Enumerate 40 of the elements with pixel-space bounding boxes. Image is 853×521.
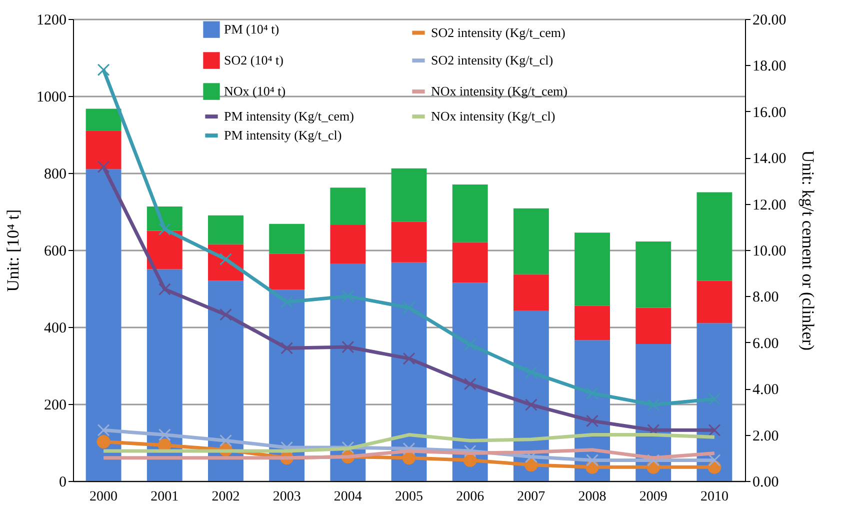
y2-tick-label: 18.00 xyxy=(752,58,786,75)
y2-tick-label: 0.00 xyxy=(752,474,779,490)
legend-label: PM intensity (Kg/t_cem) xyxy=(224,108,354,124)
x-tick-label: 2006 xyxy=(456,490,484,504)
y2-tick-label: 20.00 xyxy=(752,12,786,28)
y2-tick-label: 6.00 xyxy=(752,336,779,352)
y2-tick-label: 14.00 xyxy=(752,151,786,168)
x-tick-label: 2003 xyxy=(272,490,301,504)
x-tick-label: 2004 xyxy=(334,490,362,504)
x-tick-label: 2000 xyxy=(90,490,118,504)
legend-label: PM intensity (Kg/t_cl) xyxy=(224,128,342,142)
y-tick-label: 0 xyxy=(59,474,66,490)
y-tick-label: 400 xyxy=(44,320,66,336)
y2-tick-label: 10.00 xyxy=(752,244,786,260)
x-tick-label: 2002 xyxy=(212,490,240,504)
x-tick-label: 2005 xyxy=(395,490,423,504)
y2-axis-title: Unit: kg/t cement or (clinker) xyxy=(798,150,818,351)
y-tick-label: 600 xyxy=(44,244,66,260)
legend-label: SO2 intensity (Kg/t_cl) xyxy=(431,52,554,68)
legend-label: SO2 (10⁴ t) xyxy=(224,52,284,68)
y2-tick-label: 8.00 xyxy=(752,290,779,306)
x-tick-label: 2009 xyxy=(639,490,668,504)
y2-tick-label: 2.00 xyxy=(752,428,779,444)
x-tick-label: 2010 xyxy=(700,490,728,504)
x-tick-label: 2008 xyxy=(578,490,606,504)
y2-tick-label: 4.00 xyxy=(752,382,779,398)
y2-tick-label: 16.00 xyxy=(752,104,786,121)
legend-label: NOx (10⁴ t) xyxy=(224,84,286,98)
legend-label: PM (10⁴ t) xyxy=(224,22,280,37)
x-tick-label: 2001 xyxy=(150,490,179,504)
y2-tick-label: 12.00 xyxy=(752,197,786,214)
y-tick-label: 1000 xyxy=(36,90,66,106)
y-axis-title: Unit: [10⁴ t] xyxy=(4,209,22,292)
y-tick-label: 800 xyxy=(44,166,66,182)
y-tick-label: 200 xyxy=(44,398,66,414)
legend-label: NOx intensity (Kg/t_cem) xyxy=(431,84,568,98)
legend-label: NOx intensity (Kg/t_cl) xyxy=(431,108,556,124)
x-tick-label: 2007 xyxy=(517,490,546,504)
y-tick-label: 1200 xyxy=(36,12,66,28)
legend-label: SO2 intensity (Kg/t_cem) xyxy=(431,24,566,40)
